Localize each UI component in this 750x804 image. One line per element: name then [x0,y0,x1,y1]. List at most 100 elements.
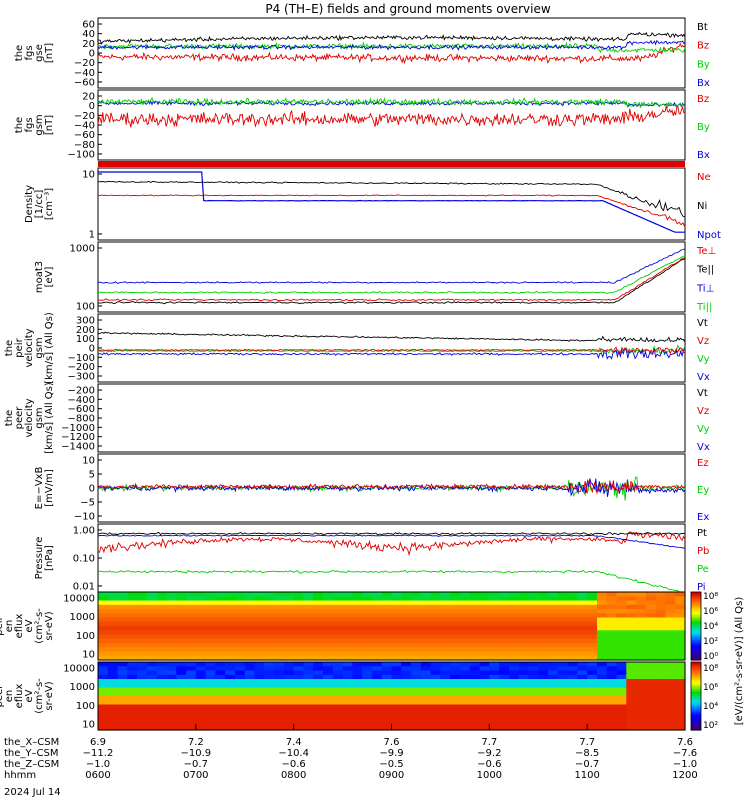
p9-cell [430,621,441,627]
p9-cell [293,651,305,657]
p10-cell [127,717,138,723]
p10-cell [235,683,246,689]
p10-cell [401,691,412,697]
p10-cell [401,713,412,718]
p9-cell [225,621,236,627]
p2-ytick-5: −80 [74,140,95,151]
p10-cell [225,683,236,689]
p10-cell [98,662,109,667]
p10-cell [146,696,158,701]
colorbar-top-cell [691,592,701,595]
p10-cell [264,691,275,697]
p10-cell [186,725,197,731]
p10-cell [205,662,216,667]
p9-cell [391,617,402,623]
p9-cell [538,604,549,610]
p9-cell [235,592,246,597]
p10-cell [577,670,588,676]
p10-cell [293,670,305,676]
p9-cell [401,626,412,631]
colorbar-top-cell [691,601,701,604]
p10-cell [626,713,637,718]
xaxis-value-1-5: −8.5 [575,748,599,759]
p10-cell [303,700,314,706]
p10-cell [626,717,637,723]
panels-group: the fgs gse [nT]6040200−20−40−60BtBzByBxthe… [0,17,745,731]
colorbar-bottom-cell [691,696,701,699]
p10-cell [401,725,412,731]
p1-ylabel-1: fgs [24,45,35,60]
p9-cell [98,592,109,597]
p10-cell [352,708,363,714]
p9-cell [283,626,295,631]
p10-cell [665,704,676,710]
p9-cell [597,638,608,644]
p10-cell [225,687,236,693]
p9-cell [479,592,490,597]
p9-cell [469,634,481,640]
p9-cell [371,621,383,627]
xaxis-value-0-5: 7.7 [579,737,595,748]
p5-series-vt [98,331,686,343]
p9-cell [381,609,393,614]
p10-cell [675,674,686,680]
p10-cell [313,670,324,676]
p9-cell [557,600,569,606]
p9-cell [665,604,676,610]
p10-cell [479,704,490,710]
p9-cell [489,609,500,614]
p9-cell [156,621,168,627]
p10-cell [137,687,148,693]
p9-cell [332,655,344,661]
p9-cell [215,609,226,614]
p10-cell [597,670,608,676]
p9-cell [577,647,588,653]
p9-cell [587,621,598,627]
p10-cell [215,721,226,727]
p10-cell [235,662,246,667]
p9-cell [518,613,530,619]
colorbar-bottom-cell [691,718,701,722]
p9-cell [98,651,109,657]
p10-cell [391,691,402,697]
p10-cell [146,691,158,697]
p10-cell [244,721,256,727]
p9-cell [332,638,344,644]
p9-cell [587,613,598,619]
p9-cell [577,634,588,640]
p9-cell [244,647,256,653]
p9-cell [215,647,226,653]
p10-cell [156,683,168,689]
p10-cell [411,679,422,684]
p9-cell [215,651,226,657]
p10-cell [371,708,383,714]
p9-cell [381,647,393,653]
p9-cell [186,613,197,619]
p9-cell [499,655,510,661]
p9-cell [127,592,138,597]
p10-cell [195,691,207,697]
p9-cell [616,596,627,602]
p2-ytick-4: −60 [74,130,95,141]
p9-cell [401,609,412,614]
p10-cell [176,700,187,706]
p9-cell [489,604,500,610]
p10-cell [176,670,187,676]
p10-cell [401,687,412,693]
p9-cell [332,604,344,610]
p9-cell [655,655,666,661]
p9-cell [518,651,530,657]
p10-cell [107,713,119,718]
p10-cell [587,725,598,731]
p10-cell [616,670,627,676]
p10-cell [430,683,441,689]
p10-cell [235,704,246,710]
p9-cell [645,600,657,606]
p10-cell [489,700,500,706]
p10-cell [98,713,109,718]
p9-cell [469,630,481,636]
p8-ytick-2: 0.01 [73,582,95,593]
p9-cell [254,596,265,602]
p9-cell [225,630,236,636]
p1-legend-3: Bx [697,78,710,89]
